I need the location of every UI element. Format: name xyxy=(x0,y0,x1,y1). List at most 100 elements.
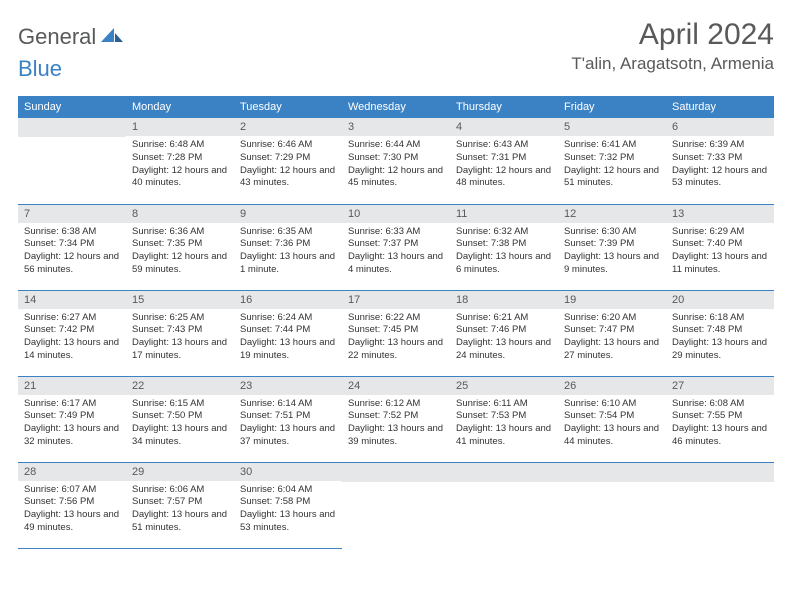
calendar-cell xyxy=(666,462,774,548)
sunrise-line: Sunrise: 6:17 AM xyxy=(24,398,120,411)
sunrise-line: Sunrise: 6:27 AM xyxy=(24,312,120,325)
day-number: 19 xyxy=(558,291,666,309)
daylight-line: Daylight: 13 hours and 17 minutes. xyxy=(132,337,228,363)
daylight-line: Daylight: 13 hours and 19 minutes. xyxy=(240,337,336,363)
sunrise-line: Sunrise: 6:29 AM xyxy=(672,226,768,239)
calendar-cell: 14 Sunrise: 6:27 AMSunset: 7:42 PMDayligh… xyxy=(18,290,126,376)
sunrise-line: Sunrise: 6:14 AM xyxy=(240,398,336,411)
daylight-line: Daylight: 13 hours and 32 minutes. xyxy=(24,423,120,449)
logo-sail-icon xyxy=(101,26,123,49)
day-details: Sunrise: 6:06 AMSunset: 7:57 PMDaylight:… xyxy=(126,481,234,539)
calendar-cell: 12Sunrise: 6:30 AMSunset: 7:39 PMDayligh… xyxy=(558,204,666,290)
day-number: 2 xyxy=(234,118,342,136)
day-number: 18 xyxy=(450,291,558,309)
sunset-line: Sunset: 7:28 PM xyxy=(132,152,228,165)
sunset-line: Sunset: 7:58 PM xyxy=(240,496,336,509)
day-number: 1 xyxy=(126,118,234,136)
day-details: Sunrise: 6:12 AMSunset: 7:52 PMDaylight:… xyxy=(342,395,450,453)
sunrise-line: Sunrise: 6:12 AM xyxy=(348,398,444,411)
day-details: Sunrise: 6:25 AMSunset: 7:43 PMDaylight:… xyxy=(126,309,234,367)
calendar-cell: 11Sunrise: 6:32 AMSunset: 7:38 PMDayligh… xyxy=(450,204,558,290)
day-number: 26 xyxy=(558,377,666,395)
sunrise-line: Sunrise: 6:15 AM xyxy=(132,398,228,411)
day-details: Sunrise: 6:46 AMSunset: 7:29 PMDaylight:… xyxy=(234,136,342,194)
sunset-line: Sunset: 7:30 PM xyxy=(348,152,444,165)
sunrise-line: Sunrise: 6:44 AM xyxy=(348,139,444,152)
day-number: 6 xyxy=(666,118,774,136)
daylight-line: Daylight: 12 hours and 45 minutes. xyxy=(348,165,444,191)
day-number: 9 xyxy=(234,205,342,223)
day-number: 5 xyxy=(558,118,666,136)
day-details: Sunrise: 6:29 AMSunset: 7:40 PMDaylight:… xyxy=(666,223,774,281)
title-block: April 2024 T'alin, Aragatsotn, Armenia xyxy=(571,18,774,74)
sunset-line: Sunset: 7:51 PM xyxy=(240,410,336,423)
day-number: 8 xyxy=(126,205,234,223)
daylight-line: Daylight: 12 hours and 43 minutes. xyxy=(240,165,336,191)
sunrise-line: Sunrise: 6:41 AM xyxy=(564,139,660,152)
calendar-cell: 16Sunrise: 6:24 AMSunset: 7:44 PMDayligh… xyxy=(234,290,342,376)
day-number: 14 xyxy=(18,291,126,309)
sunset-line: Sunset: 7:47 PM xyxy=(564,324,660,337)
calendar-cell: 20Sunrise: 6:18 AMSunset: 7:48 PMDayligh… xyxy=(666,290,774,376)
day-number: 4 xyxy=(450,118,558,136)
calendar-row: 21Sunrise: 6:17 AMSunset: 7:49 PMDayligh… xyxy=(18,376,774,462)
weekday-monday: Monday xyxy=(126,96,234,118)
daylight-line: Daylight: 13 hours and 14 minutes. xyxy=(24,337,120,363)
day-details: Sunrise: 6:11 AMSunset: 7:53 PMDaylight:… xyxy=(450,395,558,453)
calendar-cell: 9Sunrise: 6:35 AMSunset: 7:36 PMDaylight… xyxy=(234,204,342,290)
sunrise-line: Sunrise: 6:06 AM xyxy=(132,484,228,497)
calendar-cell: 27Sunrise: 6:08 AMSunset: 7:55 PMDayligh… xyxy=(666,376,774,462)
calendar-cell xyxy=(450,462,558,548)
day-details: Sunrise: 6:44 AMSunset: 7:30 PMDaylight:… xyxy=(342,136,450,194)
calendar-cell: 2Sunrise: 6:46 AMSunset: 7:29 PMDaylight… xyxy=(234,118,342,204)
calendar-cell: 18Sunrise: 6:21 AMSunset: 7:46 PMDayligh… xyxy=(450,290,558,376)
daylight-line: Daylight: 13 hours and 27 minutes. xyxy=(564,337,660,363)
calendar-cell: 22Sunrise: 6:15 AMSunset: 7:50 PMDayligh… xyxy=(126,376,234,462)
day-number: 28 xyxy=(18,463,126,481)
calendar-row: 7Sunrise: 6:38 AMSunset: 7:34 PMDaylight… xyxy=(18,204,774,290)
day-number: 15 xyxy=(126,291,234,309)
sunrise-line: Sunrise: 6:43 AM xyxy=(456,139,552,152)
daylight-line: Daylight: 13 hours and 11 minutes. xyxy=(672,251,768,277)
daylight-line: Daylight: 12 hours and 53 minutes. xyxy=(672,165,768,191)
day-details: Sunrise: 6:41 AMSunset: 7:32 PMDaylight:… xyxy=(558,136,666,194)
weekday-tuesday: Tuesday xyxy=(234,96,342,118)
empty-day-bar xyxy=(342,463,450,482)
calendar-cell: 29Sunrise: 6:06 AMSunset: 7:57 PMDayligh… xyxy=(126,462,234,548)
calendar-cell: 4Sunrise: 6:43 AMSunset: 7:31 PMDaylight… xyxy=(450,118,558,204)
sunset-line: Sunset: 7:42 PM xyxy=(24,324,120,337)
calendar-row: 1Sunrise: 6:48 AMSunset: 7:28 PMDaylight… xyxy=(18,118,774,204)
calendar-cell: 7Sunrise: 6:38 AMSunset: 7:34 PMDaylight… xyxy=(18,204,126,290)
calendar-grid: Sunday Monday Tuesday Wednesday Thursday… xyxy=(18,96,774,549)
day-details: Sunrise: 6:17 AMSunset: 7:49 PMDaylight:… xyxy=(18,395,126,453)
calendar-cell: 23Sunrise: 6:14 AMSunset: 7:51 PMDayligh… xyxy=(234,376,342,462)
sunset-line: Sunset: 7:38 PM xyxy=(456,238,552,251)
sunset-line: Sunset: 7:55 PM xyxy=(672,410,768,423)
day-number: 20 xyxy=(666,291,774,309)
daylight-line: Daylight: 13 hours and 39 minutes. xyxy=(348,423,444,449)
day-details: Sunrise: 6:18 AMSunset: 7:48 PMDaylight:… xyxy=(666,309,774,367)
daylight-line: Daylight: 13 hours and 34 minutes. xyxy=(132,423,228,449)
calendar-cell: 24Sunrise: 6:12 AMSunset: 7:52 PMDayligh… xyxy=(342,376,450,462)
sunset-line: Sunset: 7:46 PM xyxy=(456,324,552,337)
sunrise-line: Sunrise: 6:07 AM xyxy=(24,484,120,497)
calendar-cell xyxy=(558,462,666,548)
day-details: Sunrise: 6:39 AMSunset: 7:33 PMDaylight:… xyxy=(666,136,774,194)
day-number: 17 xyxy=(342,291,450,309)
logo-text-blue: Blue xyxy=(18,56,62,82)
calendar-page: General April 2024 T'alin, Aragatsotn, A… xyxy=(0,0,792,559)
day-number: 16 xyxy=(234,291,342,309)
sunrise-line: Sunrise: 6:18 AM xyxy=(672,312,768,325)
daylight-line: Daylight: 13 hours and 46 minutes. xyxy=(672,423,768,449)
day-details: Sunrise: 6:08 AMSunset: 7:55 PMDaylight:… xyxy=(666,395,774,453)
day-number: 13 xyxy=(666,205,774,223)
calendar-cell xyxy=(18,118,126,204)
day-number: 27 xyxy=(666,377,774,395)
day-details: Sunrise: 6:07 AMSunset: 7:56 PMDaylight:… xyxy=(18,481,126,539)
calendar-cell: 3Sunrise: 6:44 AMSunset: 7:30 PMDaylight… xyxy=(342,118,450,204)
day-details: Sunrise: 6:48 AMSunset: 7:28 PMDaylight:… xyxy=(126,136,234,194)
sunrise-line: Sunrise: 6:38 AM xyxy=(24,226,120,239)
sunset-line: Sunset: 7:57 PM xyxy=(132,496,228,509)
sunset-line: Sunset: 7:39 PM xyxy=(564,238,660,251)
day-details: Sunrise: 6:10 AMSunset: 7:54 PMDaylight:… xyxy=(558,395,666,453)
